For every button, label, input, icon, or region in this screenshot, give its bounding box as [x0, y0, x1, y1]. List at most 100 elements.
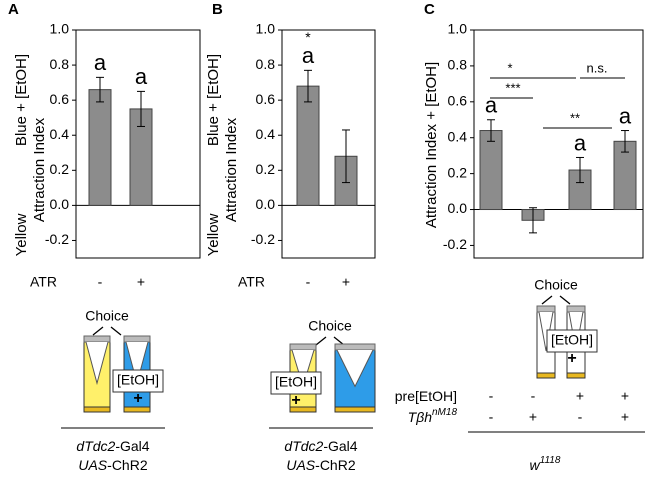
choice-label: Choice [308, 318, 352, 334]
y-tick-label: 0.4 [50, 126, 70, 142]
y-tick-label: 0.2 [50, 161, 70, 177]
genotype-part: UAS [286, 457, 315, 473]
table-row-label: TβhnM18 [408, 407, 458, 425]
diagram-plus: + [291, 392, 300, 409]
food [536, 372, 556, 379]
table-cell: + [621, 409, 629, 425]
y-tick-label: 0.4 [448, 128, 468, 144]
table-cell: + [621, 388, 629, 404]
plot-frame [473, 29, 644, 259]
choice-label: Choice [85, 308, 129, 324]
table-cell: - [531, 388, 536, 404]
food [566, 372, 586, 379]
annotation: a [302, 43, 315, 68]
plot-frame [75, 29, 201, 259]
y-tick-label: 0.4 [256, 126, 276, 142]
vial-cap [289, 343, 317, 351]
comparison-label: * [507, 60, 512, 75]
genotype: dTdc2-Gal4 [76, 438, 149, 454]
genotype-part: -Gal4 [115, 438, 149, 454]
row-label: ATR [30, 274, 57, 290]
diagram-label: [EtOH] [117, 372, 159, 388]
y-tick-label: 0.0 [256, 196, 276, 212]
bar [88, 89, 112, 206]
y-tick-label: 0.0 [50, 196, 70, 212]
y-tick-label: 0.2 [256, 161, 276, 177]
table-cell: + [576, 388, 584, 404]
panel-letter: A [8, 1, 19, 18]
table-footer-part: w [530, 457, 541, 473]
genotype-part: dTdc2 [76, 438, 115, 454]
food [334, 406, 376, 413]
x-tick-label: + [342, 274, 350, 290]
y-axis-label: Attraction Index + [EtOH] [423, 62, 440, 228]
table-row-label-part: pre[EtOH] [395, 388, 457, 404]
x-tick-label: - [98, 274, 103, 290]
vial-funnel [336, 349, 374, 388]
annotation: a [619, 103, 632, 128]
x-tick-label: - [306, 274, 311, 290]
genotype-part: UAS [78, 457, 107, 473]
table-cell: - [489, 409, 494, 425]
y-tick-label: 0.8 [448, 57, 468, 73]
y-tick-label: 0.6 [50, 91, 70, 107]
vial-cap [566, 305, 586, 313]
label-box [546, 329, 598, 353]
comparison-label: n.s. [587, 60, 608, 75]
comparison-label: *** [505, 80, 520, 95]
panel-letter: B [212, 1, 223, 18]
y-tick-label: 0.8 [50, 56, 70, 72]
bar [479, 130, 503, 211]
y-tick-label: 0.8 [256, 56, 276, 72]
y-axis-label: Attraction Index [31, 117, 48, 222]
bar [296, 85, 320, 206]
food [289, 406, 317, 413]
diagram-label: [EtOH] [275, 374, 317, 390]
diagram-plus: + [567, 350, 576, 367]
table-row-label-part: nM18 [432, 407, 457, 418]
vial-cap [536, 305, 556, 313]
vial-funnel [538, 311, 554, 351]
table-cell: + [529, 409, 537, 425]
table-footer-part: 1118 [540, 455, 561, 466]
y-tick-label: -0.2 [251, 231, 275, 247]
y-axis-label: Attraction Index [223, 117, 240, 222]
annotation: a [94, 50, 107, 75]
table-cell: - [489, 388, 494, 404]
vial-cap [123, 335, 151, 343]
y-axis-label: Blue + [EtOH] [13, 54, 30, 146]
y-axis-label: Yellow [205, 213, 222, 256]
label-box [112, 369, 164, 393]
genotype: UAS-ChR2 [78, 457, 147, 473]
panel-letter: C [424, 1, 435, 18]
table-footer: w1118 [530, 455, 561, 473]
y-tick-label: -0.2 [45, 231, 69, 247]
y-tick-label: 0.6 [256, 91, 276, 107]
table-row-label: pre[EtOH] [395, 388, 457, 404]
table-cell: - [578, 409, 583, 425]
significance: * [305, 29, 311, 45]
x-tick-label: + [137, 274, 145, 290]
y-axis-label: Blue + [EtOH] [205, 54, 222, 146]
choice-label: Choice [534, 277, 578, 293]
y-axis-label: Yellow [13, 213, 30, 256]
food [123, 406, 151, 413]
choice-arrows [541, 295, 571, 305]
label-box [270, 371, 322, 395]
vial-funnel [85, 341, 109, 386]
y-tick-label: 0.2 [448, 164, 468, 180]
y-tick-label: 1.0 [256, 21, 276, 37]
row-label: ATR [238, 274, 265, 290]
genotype-part: -ChR2 [107, 457, 148, 473]
choice-arrows [92, 326, 122, 336]
y-tick-label: 0.6 [448, 93, 468, 109]
y-tick-label: 1.0 [50, 21, 70, 37]
genotype-part: -Gal4 [323, 438, 357, 454]
annotation: a [135, 64, 148, 89]
diagram-plus: + [133, 390, 142, 407]
food [83, 406, 111, 413]
genotype: dTdc2-Gal4 [284, 438, 357, 454]
annotation: a [574, 130, 587, 155]
table-row-label-part: Tβh [408, 409, 433, 425]
